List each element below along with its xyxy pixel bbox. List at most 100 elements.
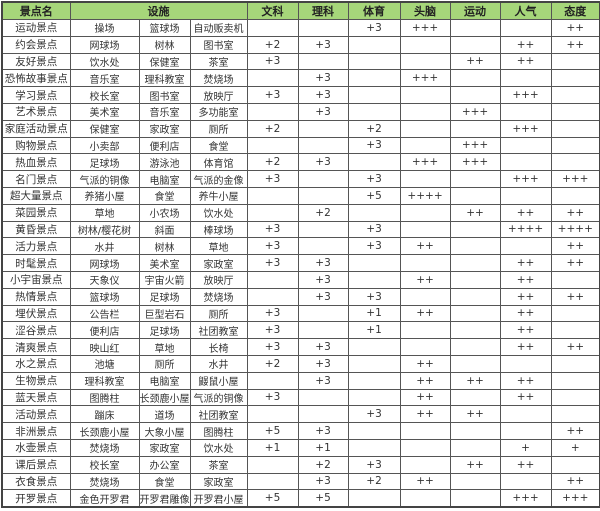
tiyu-cell: +3 xyxy=(347,19,401,37)
renqi-cell xyxy=(499,186,552,205)
yundong-cell xyxy=(449,86,501,104)
taidu-cell xyxy=(550,371,600,390)
wenke-cell xyxy=(246,472,299,491)
like-cell xyxy=(297,186,349,205)
facility-3: 养牛小屋 xyxy=(189,186,248,205)
yundong-cell xyxy=(449,489,501,508)
facility-1: 公告栏 xyxy=(69,304,140,323)
yundong-cell: ++ xyxy=(449,203,501,222)
renqi-cell xyxy=(499,102,552,121)
wenke-cell: +5 xyxy=(246,422,299,440)
table-row: 超大量景点 养猪小屋 食堂 养牛小屋 +5 ++++ xyxy=(1,186,600,205)
spot-name: 家庭活动景点 xyxy=(1,119,71,138)
like-cell xyxy=(297,52,349,71)
spot-name: 课后景点 xyxy=(1,455,71,474)
renqi-cell: ++ xyxy=(499,270,552,289)
taidu-cell: ++ xyxy=(550,422,600,440)
like-cell: +3 xyxy=(297,338,349,356)
facility-2: 游泳池 xyxy=(138,153,191,172)
facility-2: 足球场 xyxy=(138,287,191,306)
table-row: 清爽景点 映山红 草地 长椅 +3 +3 ++ ++ xyxy=(1,338,600,356)
yundong-cell: ++ xyxy=(449,405,501,424)
tounao-cell: ++ xyxy=(399,270,451,289)
wenke-cell: +2 xyxy=(246,354,299,373)
wenke-cell xyxy=(246,136,299,155)
like-cell: +3 xyxy=(297,254,349,272)
facility-3: 长椅 xyxy=(189,338,248,356)
spot-name: 运动景点 xyxy=(1,19,71,37)
like-cell xyxy=(297,220,349,239)
facility-2: 电脑室 xyxy=(138,371,191,390)
tounao-cell xyxy=(399,338,451,356)
renqi-cell: ++ xyxy=(499,338,552,356)
tiyu-cell xyxy=(347,203,401,222)
tounao-cell xyxy=(399,422,451,440)
facility-1: 校长室 xyxy=(69,86,140,104)
renqi-cell: +++ xyxy=(499,170,552,188)
facility-2: 办公室 xyxy=(138,455,191,474)
facility-2: 食堂 xyxy=(138,472,191,491)
yundong-cell xyxy=(449,69,501,88)
renqi-cell: ++ xyxy=(499,388,552,407)
tiyu-cell xyxy=(347,254,401,272)
yundong-cell xyxy=(449,19,501,37)
tounao-cell: ++ xyxy=(399,388,451,407)
facility-3: 气派的金像 xyxy=(189,170,248,188)
spot-name: 涩谷景点 xyxy=(1,321,71,340)
facility-1: 美术室 xyxy=(69,102,140,121)
facility-2: 长颈鹿小屋 xyxy=(138,388,191,407)
spot-name: 艺术景点 xyxy=(1,102,71,121)
tiyu-cell: +3 xyxy=(347,455,401,474)
like-cell: +2 xyxy=(297,455,349,474)
facility-2: 图书室 xyxy=(138,86,191,104)
facility-3: 家政室 xyxy=(189,254,248,272)
taidu-cell xyxy=(550,102,600,121)
wenke-cell: +3 xyxy=(246,338,299,356)
yundong-cell xyxy=(449,304,501,323)
facility-1: 焚烧场 xyxy=(69,472,140,491)
spot-name: 热血景点 xyxy=(1,153,71,172)
renqi-cell xyxy=(499,472,552,491)
facility-1: 足球场 xyxy=(69,153,140,172)
header-name: 景点名 xyxy=(1,1,71,20)
taidu-cell xyxy=(550,86,600,104)
taidu-cell: ++ xyxy=(550,19,600,37)
spot-name: 约会景点 xyxy=(1,35,71,54)
yundong-cell: ++ xyxy=(449,455,501,474)
facility-2: 树林 xyxy=(138,35,191,54)
facility-3: 棒球场 xyxy=(189,220,248,239)
tounao-cell: ++ xyxy=(399,371,451,390)
tiyu-cell: +3 xyxy=(347,136,401,155)
like-cell: +3 xyxy=(297,35,349,54)
wenke-cell: +3 xyxy=(246,321,299,340)
tounao-cell xyxy=(399,438,451,457)
tounao-cell: +++ xyxy=(399,19,451,37)
tiyu-cell: +5 xyxy=(347,186,401,205)
spot-name: 水之景点 xyxy=(1,354,71,373)
facility-3: 饮水处 xyxy=(189,203,248,222)
yundong-cell xyxy=(449,220,501,239)
table-row: 课后景点 校长室 办公室 茶室 +2 +3 ++ ++ xyxy=(1,455,600,474)
facility-3: 茶室 xyxy=(189,52,248,71)
like-cell: +3 xyxy=(297,69,349,88)
yundong-cell xyxy=(449,354,501,373)
facility-2: 食堂 xyxy=(138,186,191,205)
renqi-cell: ++ xyxy=(499,321,552,340)
header-wenke: 文科 xyxy=(246,1,299,20)
tiyu-cell xyxy=(347,338,401,356)
tounao-cell xyxy=(399,254,451,272)
spot-name: 菜园景点 xyxy=(1,203,71,222)
yundong-cell xyxy=(449,254,501,272)
facility-1: 焚烧场 xyxy=(69,438,140,457)
spot-name: 小宇宙景点 xyxy=(1,270,71,289)
yundong-cell xyxy=(449,388,501,407)
table-row: 活力景点 水井 树林 草地 +3 +3 ++ ++ xyxy=(1,237,600,256)
wenke-cell: +2 xyxy=(246,153,299,172)
table-row: 埋伏景点 公告栏 巨型岩石 厕所 +3 +1 ++ ++ xyxy=(1,304,600,323)
renqi-cell: ++ xyxy=(499,203,552,222)
tiyu-cell xyxy=(347,52,401,71)
spot-name: 活动景点 xyxy=(1,405,71,424)
facility-3: 社团教室 xyxy=(189,321,248,340)
wenke-cell: +3 xyxy=(246,170,299,188)
